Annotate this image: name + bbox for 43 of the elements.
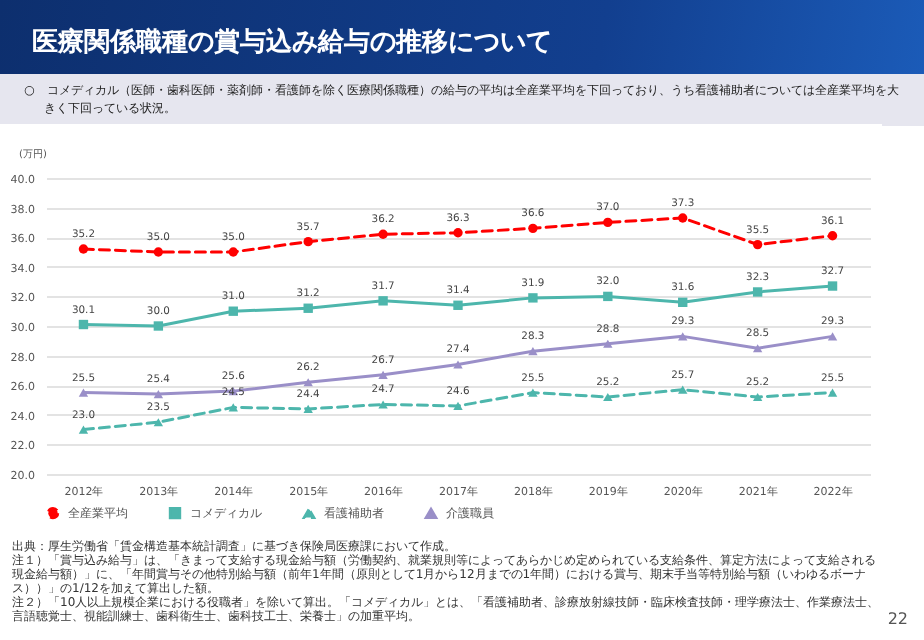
point	[603, 392, 613, 402]
point	[228, 247, 238, 257]
point	[153, 418, 164, 427]
point	[303, 236, 313, 247]
point	[378, 370, 388, 379]
point	[153, 321, 164, 331]
point	[153, 390, 164, 399]
point	[528, 223, 538, 233]
point	[453, 360, 463, 369]
point	[528, 293, 538, 303]
point	[78, 388, 89, 397]
point	[678, 385, 688, 394]
point	[453, 228, 463, 238]
point	[378, 400, 388, 409]
chart-title: 医療関係職種の賞与込み給与の推移について	[0, 0, 924, 74]
point	[827, 281, 838, 291]
point	[752, 287, 763, 297]
point	[528, 388, 538, 397]
text: 22	[887, 610, 908, 628]
point	[228, 306, 238, 316]
point	[378, 296, 388, 306]
point	[678, 213, 688, 223]
point	[752, 239, 763, 250]
point	[827, 388, 838, 397]
point	[453, 401, 463, 410]
point	[78, 319, 89, 330]
point	[303, 378, 313, 387]
point	[827, 332, 838, 341]
point	[78, 425, 89, 434]
point	[378, 229, 388, 239]
point	[303, 404, 313, 413]
point	[603, 339, 613, 348]
point	[453, 300, 463, 310]
point	[153, 247, 164, 257]
point	[603, 291, 613, 302]
point	[603, 217, 613, 228]
point	[752, 392, 763, 402]
point	[678, 297, 688, 308]
point	[752, 344, 763, 353]
point	[78, 244, 89, 254]
point	[303, 303, 313, 313]
point	[528, 347, 538, 356]
point	[827, 231, 838, 241]
